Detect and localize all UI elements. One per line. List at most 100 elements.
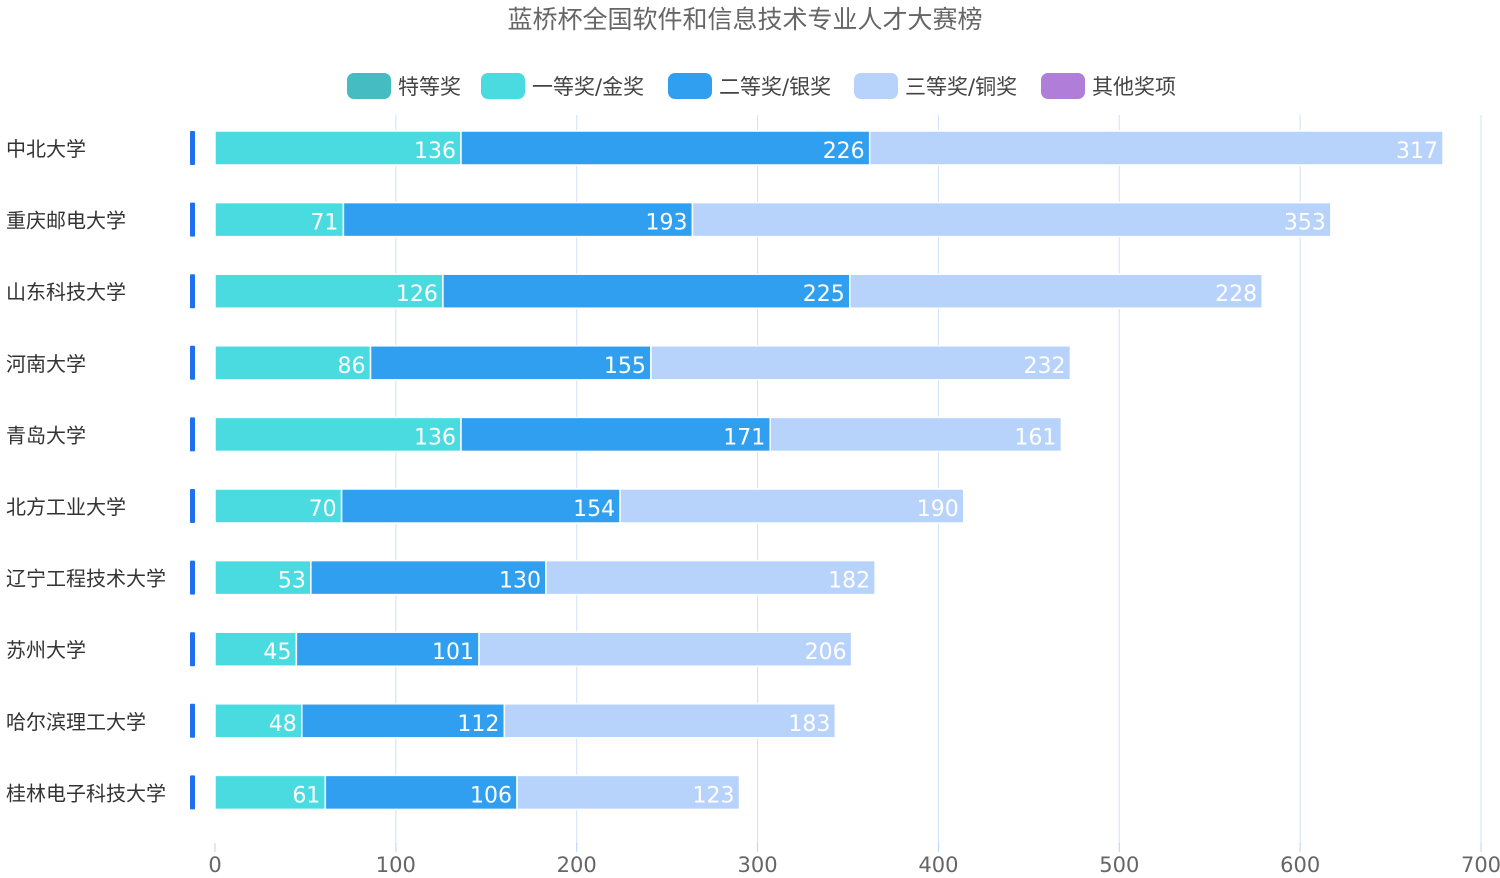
category-marker	[190, 345, 195, 380]
legend-swatch	[1041, 73, 1085, 99]
category-label: 北方工业大学	[6, 495, 126, 519]
data-label: 155	[604, 354, 646, 379]
data-label: 225	[803, 282, 845, 307]
bar-segment	[342, 201, 694, 238]
bar-segment	[369, 345, 652, 381]
bar-segment	[769, 416, 1063, 453]
bar-segment	[214, 559, 312, 596]
x-tick-label: 300	[738, 853, 778, 874]
bars: 136 226 317 71 193 353 126 225 228 86 155 232 136 171…	[214, 130, 1444, 811]
legend-label: 特等奖	[398, 75, 461, 99]
category-marker	[190, 632, 195, 667]
data-label: 154	[573, 497, 615, 522]
data-label: 45	[263, 640, 291, 665]
bar-segment	[324, 774, 518, 811]
category-label: 青岛大学	[6, 423, 86, 447]
category-label: 苏州大学	[6, 638, 86, 662]
x-tick-label: 600	[1280, 853, 1320, 874]
data-label: 171	[723, 425, 765, 450]
bar-segment	[868, 130, 1444, 166]
bar-segment	[214, 345, 372, 381]
data-label: 130	[499, 569, 541, 594]
data-label: 232	[1023, 354, 1065, 379]
bar-segment	[214, 631, 298, 667]
bar-segment	[619, 488, 965, 524]
data-label: 190	[917, 497, 959, 522]
x-axis-ticks: 0 100 200 300 400 500 600 700	[208, 853, 1500, 877]
x-tick-label: 100	[376, 853, 416, 874]
bar-segment	[478, 631, 853, 667]
category-marker	[190, 131, 195, 165]
legend-label: 一等奖/金奖	[532, 75, 644, 99]
bar-segment	[214, 273, 444, 309]
legend-label: 二等奖/银奖	[719, 75, 831, 99]
data-label: 136	[414, 425, 456, 450]
bar-segment	[442, 273, 851, 309]
bar-segment	[503, 703, 837, 739]
legend-swatch	[668, 73, 712, 99]
data-label: 126	[396, 282, 438, 307]
legend-swatch	[854, 73, 898, 99]
legend: 特等奖 一等奖/金奖 二等奖/银奖 三等奖/铜奖 其他奖项	[347, 73, 1176, 99]
data-label: 161	[1014, 425, 1056, 450]
data-label: 123	[692, 783, 734, 808]
legend-label: 其他奖项	[1092, 75, 1176, 99]
x-tick-label: 700	[1461, 853, 1500, 874]
legend-label: 三等奖/铜奖	[905, 75, 1017, 99]
data-label: 48	[269, 712, 297, 737]
category-label: 桂林电子科技大学	[6, 781, 166, 805]
data-label: 183	[788, 712, 830, 737]
bar-segment	[849, 273, 1263, 309]
data-label: 86	[338, 354, 366, 379]
y-axis-labels: 中北大学重庆邮电大学山东科技大学河南大学青岛大学北方工业大学辽宁工程技术大学苏州…	[6, 131, 195, 810]
bar-segment	[650, 345, 1072, 381]
data-label: 71	[310, 211, 338, 236]
category-label: 哈尔滨理工大学	[6, 710, 146, 734]
x-tick-label: 200	[557, 853, 597, 874]
data-label: 112	[457, 712, 499, 737]
data-label: 353	[1284, 211, 1326, 236]
category-marker	[190, 489, 195, 523]
bar-segment	[460, 130, 871, 166]
bar-segment	[295, 631, 480, 667]
data-label: 61	[292, 783, 320, 808]
bar-segment	[214, 488, 343, 524]
data-label: 317	[1396, 139, 1438, 164]
category-marker	[190, 775, 195, 810]
category-label: 山东科技大学	[6, 280, 126, 304]
category-marker	[190, 417, 195, 452]
bar-segment	[214, 774, 327, 811]
data-label: 53	[278, 569, 306, 594]
data-label: 206	[805, 640, 847, 665]
data-label: 136	[414, 139, 456, 164]
x-tick-label: 500	[1099, 853, 1139, 874]
data-label: 193	[645, 211, 687, 236]
bar-segment	[545, 559, 876, 596]
category-label: 河南大学	[6, 352, 86, 376]
data-label: 226	[823, 139, 865, 164]
category-label: 重庆邮电大学	[6, 209, 126, 233]
data-label: 228	[1215, 282, 1257, 307]
legend-swatch	[347, 73, 391, 99]
x-tick-label: 400	[918, 853, 958, 874]
legend-swatch	[481, 73, 525, 99]
x-tick-label: 0	[208, 853, 221, 874]
chart-title: 蓝桥杯全国软件和信息技术专业人才大赛榜	[507, 5, 982, 34]
data-label: 70	[309, 497, 337, 522]
data-label: 106	[470, 783, 512, 808]
category-label: 中北大学	[6, 137, 86, 161]
category-marker	[190, 703, 195, 738]
bar-segment	[214, 130, 462, 166]
bar-segment	[516, 774, 741, 811]
bar-segment	[460, 416, 771, 453]
category-marker	[190, 274, 195, 309]
data-label: 101	[432, 640, 474, 665]
data-label: 182	[828, 569, 870, 594]
category-marker	[190, 560, 195, 595]
bar-segment	[691, 201, 1332, 238]
category-marker	[190, 202, 195, 237]
category-label: 辽宁工程技术大学	[6, 567, 166, 591]
bar-segment	[310, 559, 547, 596]
bar-segment	[214, 416, 462, 453]
